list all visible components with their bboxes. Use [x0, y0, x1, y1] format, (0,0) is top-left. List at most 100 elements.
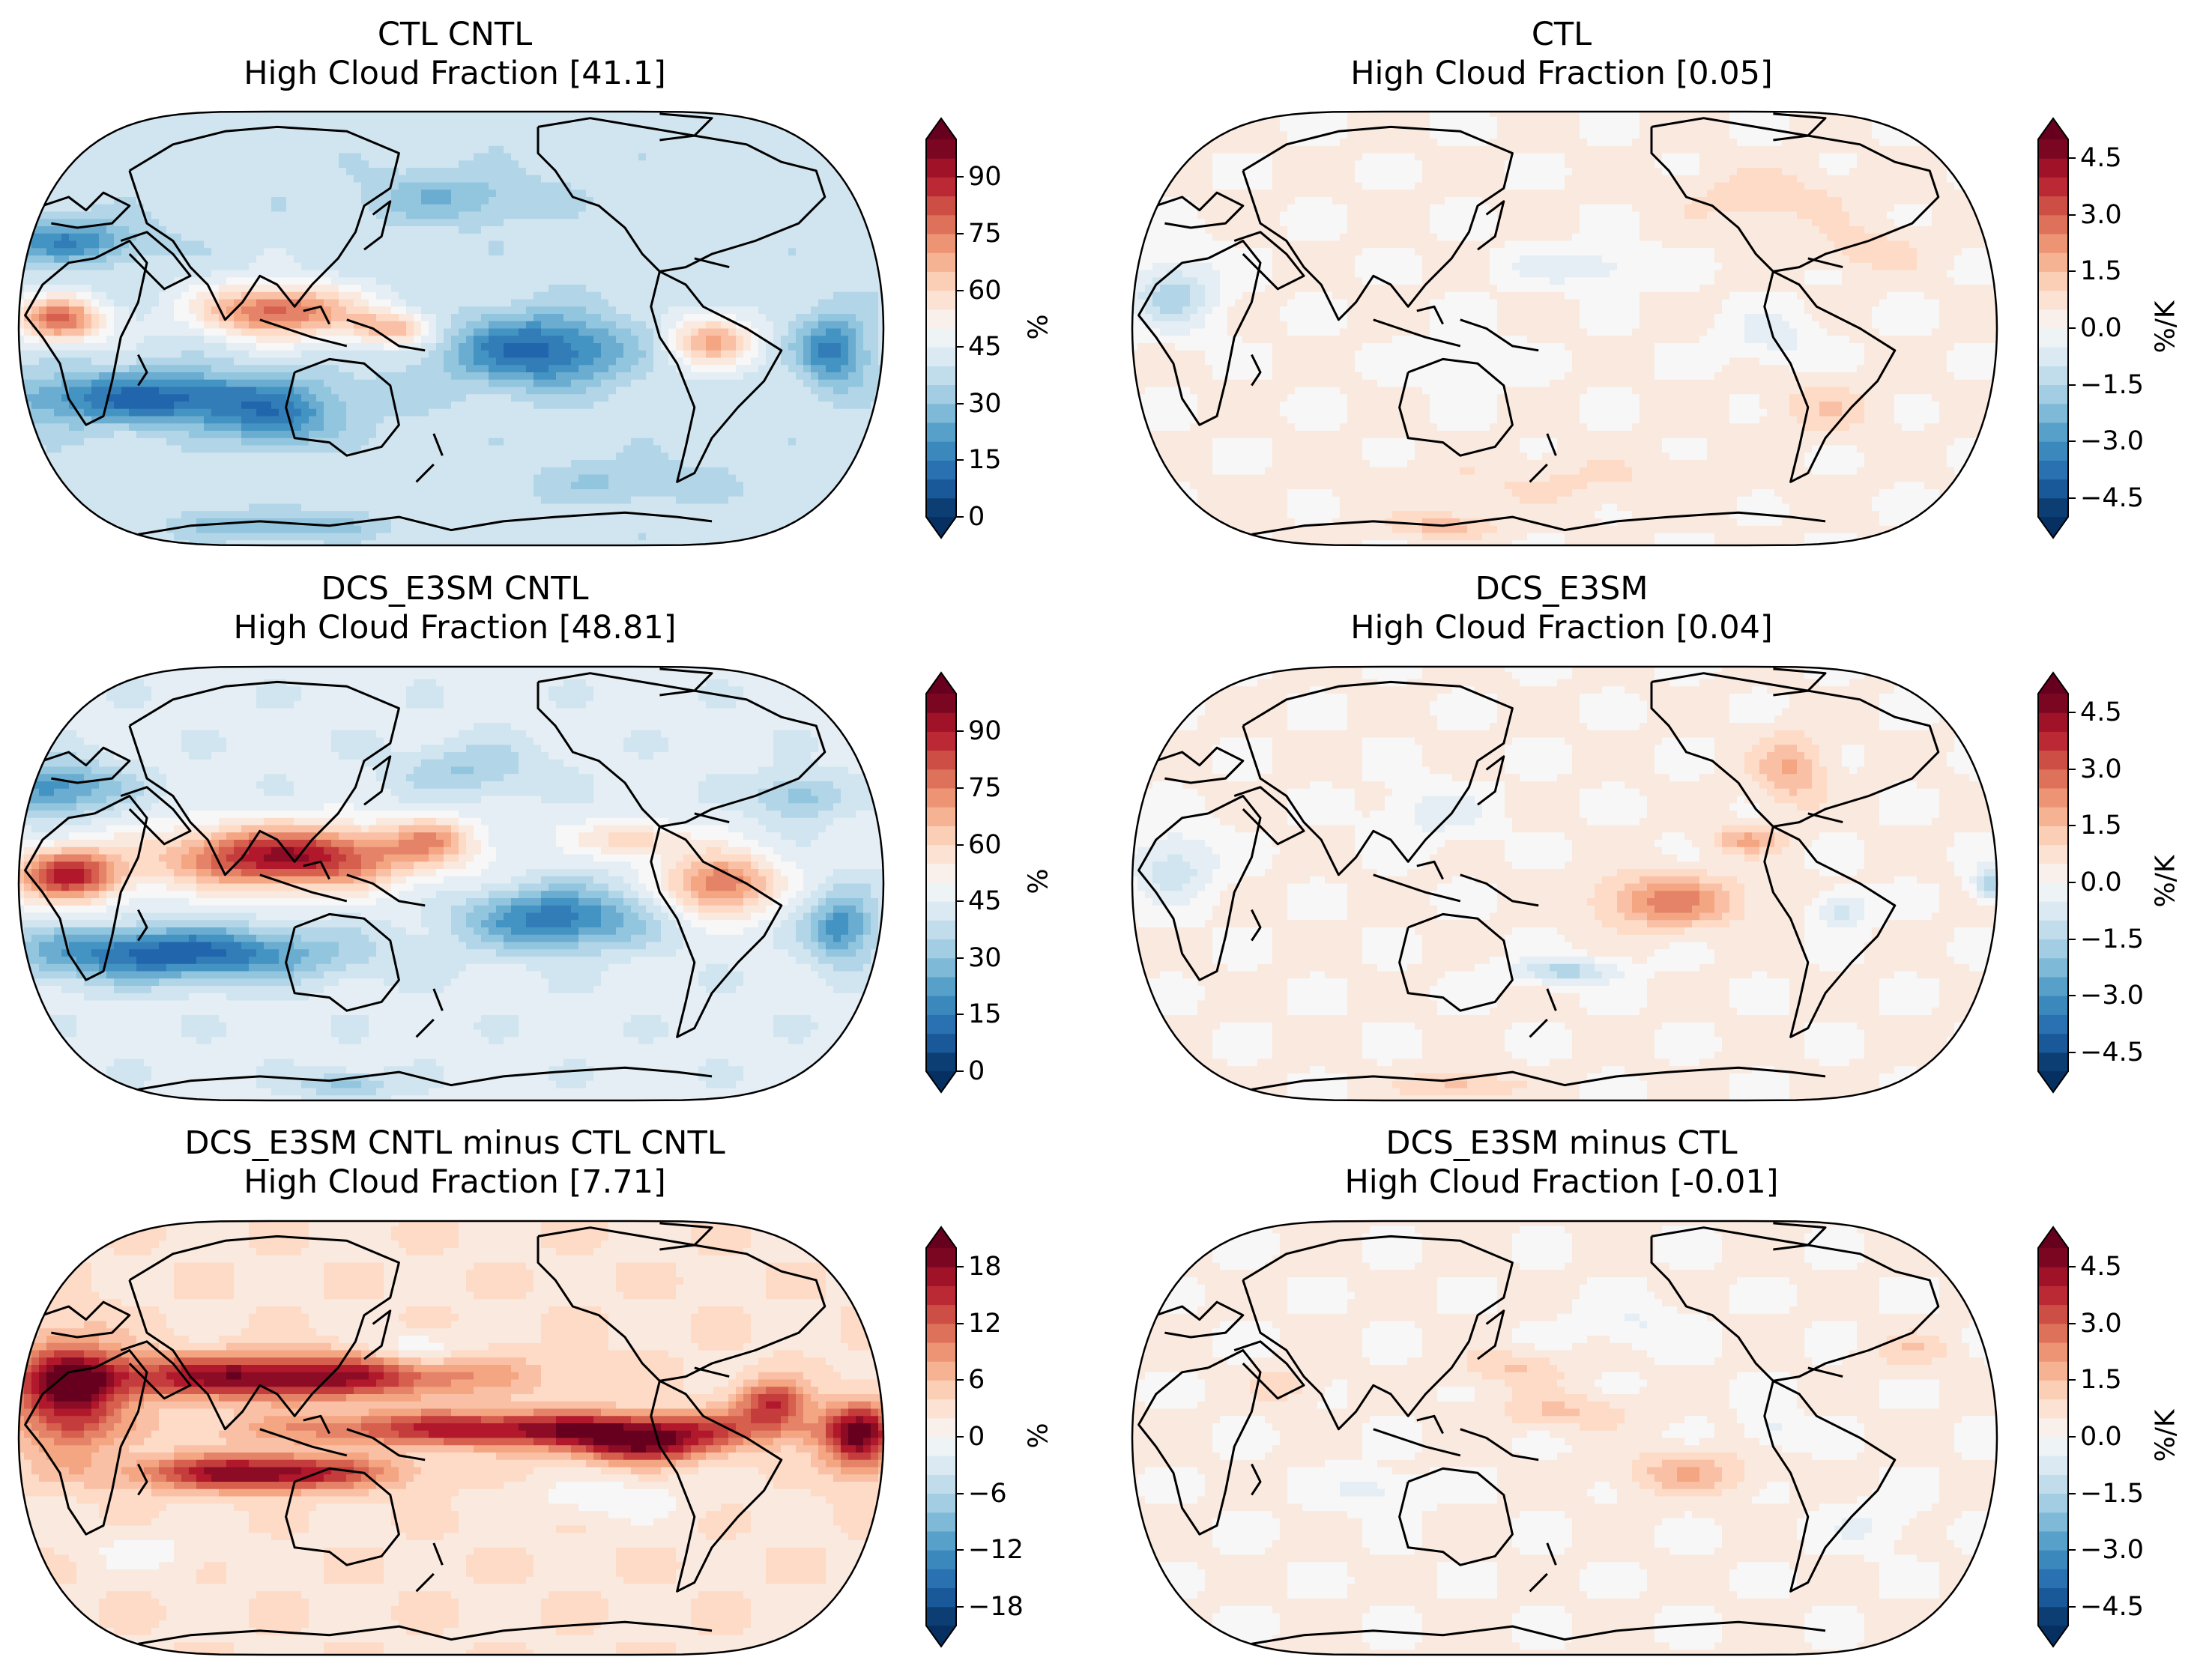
coastline-12	[659, 1222, 713, 1251]
colorbar-tick-label: 15	[968, 445, 1002, 475]
coastline-3	[128, 1235, 400, 1431]
colorbar-tick-label: 4.5	[2080, 143, 2122, 173]
colorbar-segment	[2038, 422, 2068, 442]
colorbar-segment	[2038, 1380, 2068, 1400]
colorbar-tick-label: −4.5	[2080, 1592, 2144, 1622]
colorbar-extend-min	[2038, 1071, 2068, 1092]
colorbar-ctl-cntl	[925, 117, 957, 539]
colorbar-tick-label: 0.0	[2080, 867, 2122, 897]
coastline-2	[42, 746, 131, 784]
colorbar-tick-label: 0	[968, 502, 985, 532]
colorbar-diff	[2037, 1226, 2069, 1648]
coastline-15	[1251, 1066, 1826, 1091]
colorbar-tick-mark	[956, 730, 964, 733]
colorbar-segment	[2038, 1512, 2068, 1532]
colorbar-segment	[926, 366, 956, 386]
colorbar-tick-label: −1.5	[2080, 370, 2144, 400]
colorbar-segment	[2038, 1493, 2068, 1513]
coastline-3	[128, 680, 400, 876]
colorbar-tick-label: 12	[968, 1309, 1002, 1339]
panel-title-line: CTL CNTL	[0, 15, 979, 54]
colorbar-segment	[2038, 807, 2068, 826]
coastline-16	[1251, 909, 1262, 942]
colorbar-extend-max	[926, 673, 956, 694]
colorbar-segment	[926, 882, 956, 902]
colorbar-segment	[2038, 366, 2068, 386]
coastline-14	[694, 812, 730, 824]
colorbar-tick-mark	[2068, 1379, 2076, 1381]
colorbar-tick-label: 75	[968, 773, 1002, 803]
colorbar-segment	[2038, 252, 2068, 272]
colorbar-segment	[2038, 1304, 2068, 1324]
colorbar-segment	[2038, 769, 2068, 789]
colorbar-segment	[926, 441, 956, 461]
colorbar-segment	[926, 1606, 956, 1626]
colorbar-tick-mark	[2068, 712, 2076, 714]
coastline-7	[1460, 1428, 1539, 1462]
colorbar-segment	[2038, 1550, 2068, 1569]
coastline-13	[650, 270, 783, 483]
coastline-4	[1477, 755, 1505, 806]
coastline-6	[303, 860, 330, 880]
colorbar-segment	[926, 1033, 956, 1053]
coastline-5	[259, 873, 348, 903]
colorbar-tick-mark	[2068, 384, 2076, 386]
colorbar-segment	[926, 158, 956, 178]
colorbar-tick-mark	[2068, 882, 2076, 883]
colorbar-segment	[926, 1267, 956, 1286]
panel-title-line: DCS_E3SM minus CTL	[1037, 1124, 2086, 1163]
colorbar-segment	[2038, 177, 2068, 197]
colorbar-dcs-cntl	[925, 671, 957, 1094]
colorbar-tick-label: 0	[968, 1056, 985, 1086]
coastline-13	[1763, 826, 1897, 1038]
colorbar-segment	[2038, 826, 2068, 846]
colorbar-segment	[2038, 158, 2068, 178]
field-layer	[19, 112, 883, 545]
coastline-5	[1373, 873, 1461, 903]
colorbar-segment	[2038, 1606, 2068, 1626]
colorbar-segment	[2038, 1052, 2068, 1072]
colorbar-tick-mark	[2068, 1549, 2076, 1551]
colorbar-segment	[926, 1399, 956, 1419]
field-layer	[1132, 667, 1997, 1100]
colorbar-segment	[926, 1437, 956, 1456]
map-outline	[17, 1220, 885, 1656]
colorbar-segment	[2038, 731, 2068, 751]
colorbar-segment	[2038, 290, 2068, 310]
colorbar-tick-mark	[2068, 825, 2076, 827]
colorbar-tick-mark	[956, 289, 964, 291]
colorbar-tick-label: −18	[968, 1592, 1024, 1622]
coastline-2	[1155, 1300, 1245, 1339]
colorbar-tick-mark	[956, 1070, 964, 1072]
coastline-11	[1650, 672, 1940, 828]
colorbar-extend-min	[2038, 517, 2068, 538]
coastline-2	[42, 1300, 131, 1339]
coastline-4	[363, 755, 392, 806]
colorbar-segment	[2038, 1456, 2068, 1475]
colorbar-tick-mark	[2068, 440, 2076, 443]
colorbar-unit: %	[1024, 837, 1054, 927]
map-ctl	[1131, 110, 1998, 547]
coastline-4	[1477, 1309, 1505, 1360]
coastline-3	[1242, 125, 1514, 321]
coastline-6	[303, 305, 330, 325]
coastline-11	[537, 1226, 827, 1382]
coastline-14	[1807, 812, 1843, 824]
panel-subtitle-line: High Cloud Fraction [-0.01]	[1037, 1163, 2086, 1202]
colorbar-segment	[926, 1285, 956, 1306]
colorbar-segment	[926, 177, 956, 197]
colorbar-outline	[925, 1226, 957, 1648]
map-outline	[1131, 665, 1998, 1102]
coastline-0	[1137, 240, 1262, 426]
colorbar-outline	[2037, 671, 2069, 1094]
colorbar-unit: %	[1024, 1391, 1054, 1481]
coastline-11	[537, 117, 827, 273]
coastline-8	[285, 357, 400, 457]
coastline-0	[24, 240, 148, 426]
colorbar-tick-mark	[2068, 213, 2076, 216]
colorbar-segment	[926, 1342, 956, 1362]
colorbar-tick-label: 1.5	[2080, 811, 2122, 840]
colorbar-tick-mark	[956, 1322, 964, 1324]
colorbar-tick-label: 0.0	[2080, 313, 2122, 343]
coastline-0	[24, 1349, 148, 1536]
